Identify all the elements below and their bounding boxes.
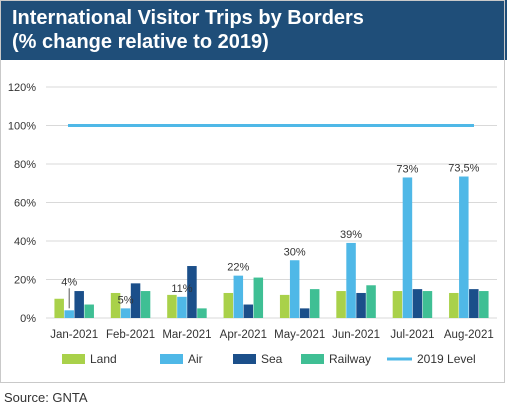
bar-air [402, 177, 413, 318]
bar-railway [197, 308, 207, 318]
y-tick-label: 40% [14, 236, 36, 248]
bar-railway [253, 277, 264, 318]
y-tick-label: 60% [14, 198, 36, 210]
bar-sea [412, 289, 423, 318]
air-data-label: 4% [61, 276, 77, 288]
bar-railway [84, 304, 94, 318]
bar-land [110, 292, 121, 318]
bar-land [449, 292, 459, 318]
chart-title-line-2: (% change relative to 2019) [12, 31, 269, 53]
bar-railway [422, 291, 433, 318]
bar-railway [309, 289, 320, 318]
bar-land [223, 292, 234, 318]
bar-chart: 0% 20% 40% 60% 80% 100% 120% 4% Jan-2021 5% Feb-20… [8, 82, 497, 366]
air-data-label: 22% [227, 262, 249, 274]
legend-label: Land [90, 352, 117, 366]
bar-air [120, 308, 131, 318]
bar-air [346, 242, 356, 318]
bar-railway [366, 285, 376, 318]
chart-title-line-1: International Visitor Trips by Borders [12, 7, 364, 29]
air-data-label: 73% [396, 163, 418, 175]
bar-sea [299, 308, 310, 318]
y-tick-label: 0% [20, 313, 36, 325]
bar-land [336, 291, 346, 318]
air-data-label: 39% [340, 229, 362, 241]
x-tick-label: Jul-2021 [390, 329, 434, 341]
bar-land [167, 294, 177, 318]
title-banner: International Visitor Trips by Borders (… [0, 0, 507, 60]
bar-sea [243, 304, 254, 318]
y-tick-label: 100% [8, 121, 36, 133]
bar-air [177, 296, 187, 318]
bar-air [233, 275, 244, 318]
air-data-label: 5% [118, 294, 134, 306]
legend-swatch [301, 354, 324, 364]
source-note: Source: GNTA [4, 390, 88, 405]
x-tick-label: Apr-2021 [220, 329, 267, 341]
bar-air [289, 260, 300, 318]
legend-label: Air [188, 352, 203, 366]
bar-sea [187, 266, 197, 318]
x-tick-label: Aug-2021 [444, 329, 494, 341]
legend-swatch [62, 354, 85, 364]
bar-land [54, 298, 64, 318]
bar-sea [130, 283, 141, 318]
bar-railway [479, 291, 489, 318]
bar-air [459, 176, 469, 318]
bar-sea [469, 289, 479, 318]
legend-swatch [160, 354, 183, 364]
x-tick-label: Jan-2021 [50, 329, 98, 341]
bar-land [392, 291, 403, 318]
air-data-label: 73,5% [448, 163, 479, 175]
legend-label: Railway [329, 352, 371, 366]
bar-railway [140, 291, 151, 318]
x-tick-label: Mar-2021 [162, 329, 211, 341]
x-tick-label: May-2021 [274, 329, 325, 341]
bar-air [64, 310, 74, 318]
bar-sea [74, 291, 84, 318]
y-tick-label: 20% [14, 275, 36, 287]
y-tick-label: 80% [14, 159, 36, 171]
bar-sea [356, 292, 366, 318]
air-data-label: 11% [171, 283, 192, 295]
legend-label: Sea [261, 352, 283, 366]
bar-land [279, 294, 290, 318]
x-tick-label: Jun-2021 [332, 329, 380, 341]
air-data-label: 30% [284, 246, 306, 258]
legend-label: 2019 Level [417, 352, 476, 366]
x-tick-label: Feb-2021 [106, 329, 155, 341]
legend-swatch [233, 354, 256, 364]
y-tick-label: 120% [8, 82, 36, 94]
